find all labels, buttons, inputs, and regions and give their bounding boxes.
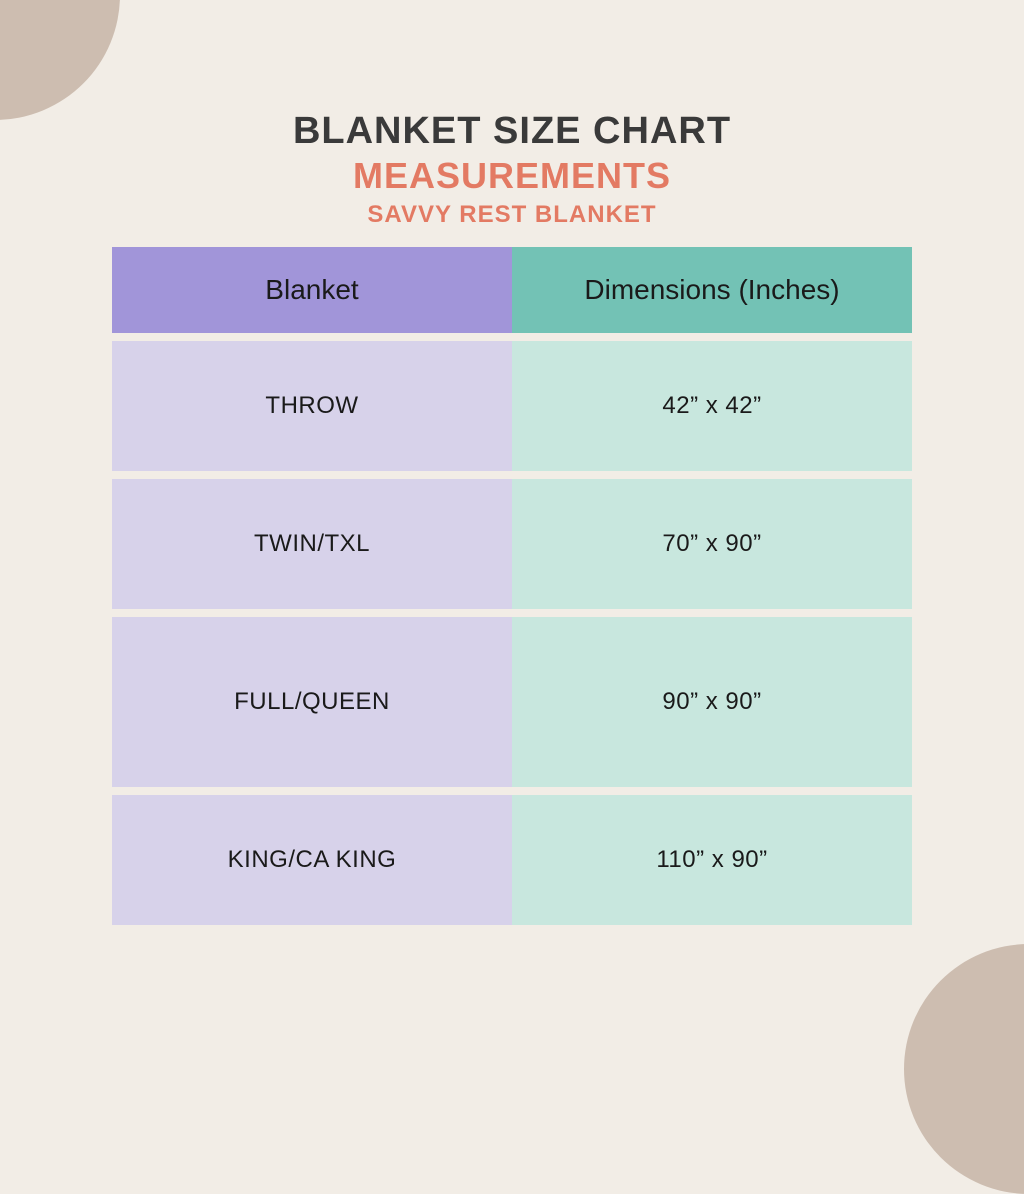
blanket-name: FULL/QUEEN: [112, 617, 512, 787]
title-sub: MEASUREMENTS: [0, 155, 1024, 197]
table-row: TWIN/TXL 70” x 90”: [112, 479, 912, 609]
table-header: Blanket Dimensions (Inches): [112, 247, 912, 333]
blanket-dimensions: 110” x 90”: [512, 795, 912, 925]
decorative-circle-bottom: [904, 944, 1024, 1194]
table-row: FULL/QUEEN 90” x 90”: [112, 617, 912, 787]
table-row: THROW 42” x 42”: [112, 341, 912, 471]
blanket-dimensions: 90” x 90”: [512, 617, 912, 787]
size-table: Blanket Dimensions (Inches) THROW 42” x …: [112, 247, 912, 925]
title-main: BLANKET SIZE CHART: [0, 110, 1024, 153]
title-brand: SAVVY REST BLANKET: [0, 201, 1024, 229]
blanket-name: KING/CA KING: [112, 795, 512, 925]
table-row: KING/CA KING 110” x 90”: [112, 795, 912, 925]
blanket-dimensions: 42” x 42”: [512, 341, 912, 471]
column-header-dimensions: Dimensions (Inches): [512, 247, 912, 333]
column-header-blanket: Blanket: [112, 247, 512, 333]
blanket-name: THROW: [112, 341, 512, 471]
content-container: BLANKET SIZE CHART MEASUREMENTS SAVVY RE…: [0, 0, 1024, 925]
blanket-name: TWIN/TXL: [112, 479, 512, 609]
blanket-dimensions: 70” x 90”: [512, 479, 912, 609]
